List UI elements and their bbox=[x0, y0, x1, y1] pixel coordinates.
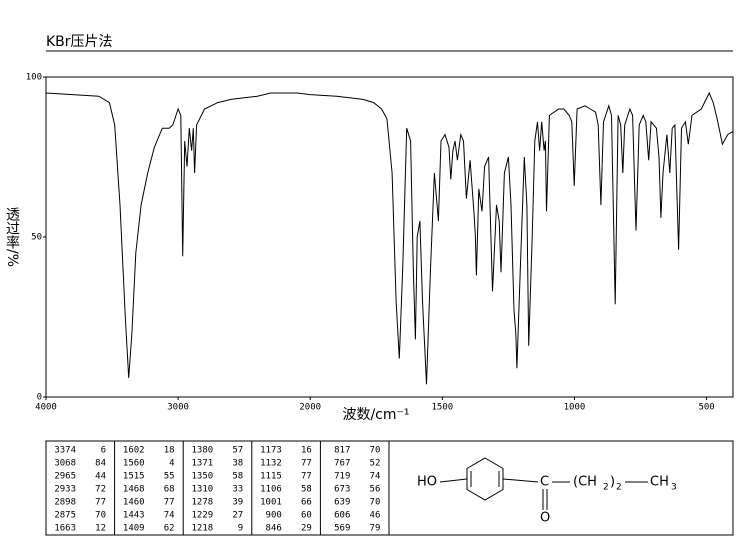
peak-wavenumber: 1602 bbox=[123, 446, 145, 456]
peak-wavenumber: 1560 bbox=[123, 459, 145, 469]
peak-wavenumber: 1409 bbox=[123, 524, 145, 534]
peak-wavenumber: 1115 bbox=[260, 472, 282, 482]
plot-frame bbox=[45, 76, 734, 398]
structure-label: 2 bbox=[616, 483, 622, 493]
peak-transmittance: 70 bbox=[370, 446, 381, 456]
structure-label: 3 bbox=[671, 483, 677, 493]
benzene-ring bbox=[466, 457, 504, 501]
structure-label: O bbox=[540, 511, 550, 526]
x-tick-label: 3000 bbox=[167, 403, 189, 413]
peak-transmittance: 74 bbox=[370, 472, 381, 482]
peak-transmittance: 77 bbox=[301, 472, 312, 482]
peak-transmittance: 68 bbox=[164, 485, 175, 495]
peak-transmittance: 58 bbox=[301, 485, 312, 495]
peak-transmittance: 52 bbox=[370, 459, 381, 469]
peak-wavenumber: 3068 bbox=[54, 459, 76, 469]
peak-wavenumber: 569 bbox=[334, 524, 350, 534]
peak-transmittance: 60 bbox=[301, 511, 312, 521]
x-tick-label: 2000 bbox=[299, 403, 321, 413]
peak-wavenumber: 1278 bbox=[192, 498, 214, 508]
peak-transmittance: 70 bbox=[370, 498, 381, 508]
y-axis-label: 透过率/% bbox=[4, 207, 20, 267]
peak-wavenumber: 1229 bbox=[192, 511, 214, 521]
x-tick-label: 1500 bbox=[432, 403, 454, 413]
structure-label: ) bbox=[610, 475, 615, 490]
peak-transmittance: 44 bbox=[95, 472, 106, 482]
peak-transmittance: 79 bbox=[370, 524, 381, 534]
peak-transmittance: 27 bbox=[232, 511, 243, 521]
peak-transmittance: 38 bbox=[232, 459, 243, 469]
peak-transmittance: 18 bbox=[164, 446, 175, 456]
peak-transmittance: 70 bbox=[95, 511, 106, 521]
peak-wavenumber: 1460 bbox=[123, 498, 145, 508]
peak-transmittance: 56 bbox=[370, 485, 381, 495]
peak-wavenumber: 1371 bbox=[192, 459, 214, 469]
chart-title: KBr压片法 bbox=[46, 34, 113, 50]
bond bbox=[439, 478, 468, 483]
peak-transmittance: 77 bbox=[164, 498, 175, 508]
y-tick-label: 100 bbox=[26, 73, 42, 83]
peak-wavenumber: 817 bbox=[334, 446, 350, 456]
peak-wavenumber: 1310 bbox=[192, 485, 214, 495]
peak-transmittance: 33 bbox=[232, 485, 243, 495]
peak-transmittance: 58 bbox=[232, 472, 243, 482]
peak-wavenumber: 1106 bbox=[260, 485, 282, 495]
peak-wavenumber: 1663 bbox=[54, 524, 76, 534]
structure-label: (CH bbox=[573, 475, 597, 490]
peak-wavenumber: 2965 bbox=[54, 472, 76, 482]
peak-transmittance: 74 bbox=[164, 511, 175, 521]
x-tick-label: 4000 bbox=[35, 403, 57, 413]
peak-wavenumber: 1173 bbox=[260, 446, 282, 456]
peak-wavenumber: 1443 bbox=[123, 511, 145, 521]
structure bbox=[439, 457, 648, 510]
peak-wavenumber: 1350 bbox=[192, 472, 214, 482]
peak-wavenumber: 2933 bbox=[54, 485, 76, 495]
peak-wavenumber: 719 bbox=[334, 472, 350, 482]
peak-wavenumber: 1380 bbox=[192, 446, 214, 456]
peak-transmittance: 9 bbox=[238, 524, 243, 534]
peak-transmittance: 16 bbox=[301, 446, 312, 456]
structure-label: C bbox=[540, 475, 549, 490]
peak-transmittance: 46 bbox=[370, 511, 381, 521]
peak-wavenumber: 900 bbox=[266, 511, 282, 521]
peak-transmittance: 77 bbox=[95, 498, 106, 508]
peak-transmittance: 77 bbox=[301, 459, 312, 469]
structure-label: HO bbox=[417, 475, 437, 490]
peak-transmittance: 55 bbox=[164, 472, 175, 482]
peak-transmittance: 12 bbox=[95, 524, 106, 534]
peak-wavenumber: 673 bbox=[334, 485, 350, 495]
peak-transmittance: 29 bbox=[301, 524, 312, 534]
peak-transmittance: 39 bbox=[232, 498, 243, 508]
peak-transmittance: 6 bbox=[101, 446, 106, 456]
peak-wavenumber: 1515 bbox=[123, 472, 145, 482]
x-tick-label: 1000 bbox=[564, 403, 586, 413]
y-tick-label: 50 bbox=[31, 233, 42, 243]
structure-label: CH bbox=[650, 475, 669, 490]
peak-wavenumber: 1218 bbox=[192, 524, 214, 534]
peak-transmittance: 66 bbox=[301, 498, 312, 508]
peak-transmittance: 62 bbox=[164, 524, 175, 534]
peak-transmittance: 4 bbox=[169, 459, 174, 469]
structure-label: 2 bbox=[603, 483, 609, 493]
x-tick-label: 500 bbox=[698, 403, 714, 413]
peak-wavenumber: 3374 bbox=[54, 446, 76, 456]
peak-wavenumber: 1132 bbox=[260, 459, 282, 469]
peak-wavenumber: 1001 bbox=[260, 498, 282, 508]
peak-wavenumber: 767 bbox=[334, 459, 350, 469]
bond bbox=[502, 478, 539, 483]
peak-wavenumber: 639 bbox=[334, 498, 350, 508]
peak-transmittance: 57 bbox=[232, 446, 243, 456]
peak-wavenumber: 2875 bbox=[54, 511, 76, 521]
spectrum-line bbox=[45, 91, 734, 385]
y-tick-label: 0 bbox=[37, 393, 42, 403]
peak-wavenumber: 846 bbox=[266, 524, 282, 534]
x-axis-label: 波数/cm⁻¹ bbox=[342, 407, 409, 423]
peak-wavenumber: 606 bbox=[334, 511, 350, 521]
peak-wavenumber: 2898 bbox=[54, 498, 76, 508]
peak-transmittance: 72 bbox=[95, 485, 106, 495]
peak-wavenumber: 1468 bbox=[123, 485, 145, 495]
peak-transmittance: 84 bbox=[95, 459, 106, 469]
